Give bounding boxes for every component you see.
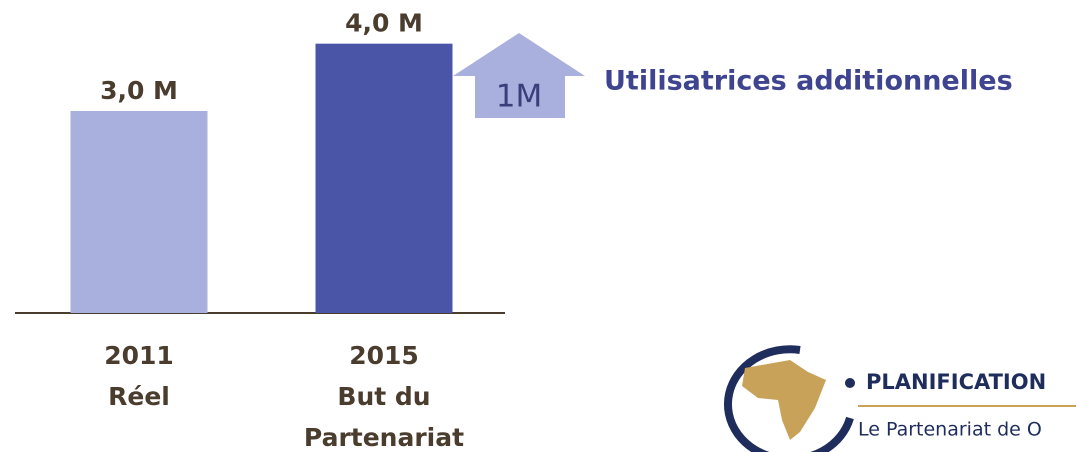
logo-map bbox=[742, 360, 826, 440]
arrow-label: 1M bbox=[496, 79, 542, 115]
logo-dot bbox=[845, 378, 855, 388]
bar bbox=[315, 43, 453, 314]
x-tick-label: 2015 bbox=[349, 341, 419, 370]
bar bbox=[70, 111, 208, 313]
logo-ring bbox=[724, 345, 854, 452]
value-label: 3,0 M bbox=[100, 76, 178, 105]
x-tick-label: Partenariat bbox=[304, 423, 464, 452]
logo-title: PLANIFICATION bbox=[866, 370, 1046, 394]
x-tick-label: Réel bbox=[108, 382, 170, 411]
arrow bbox=[453, 33, 585, 118]
annotation: Utilisatrices additionnelles bbox=[604, 66, 1013, 97]
x-tick-label: 2011 bbox=[104, 341, 174, 370]
logo: PLANIFICATION Le Partenariat de O bbox=[724, 345, 1076, 452]
value-label: 4,0 M bbox=[345, 9, 423, 38]
x-tick-label: But du bbox=[337, 382, 430, 411]
logo-subtitle: Le Partenariat de O bbox=[858, 419, 1042, 441]
